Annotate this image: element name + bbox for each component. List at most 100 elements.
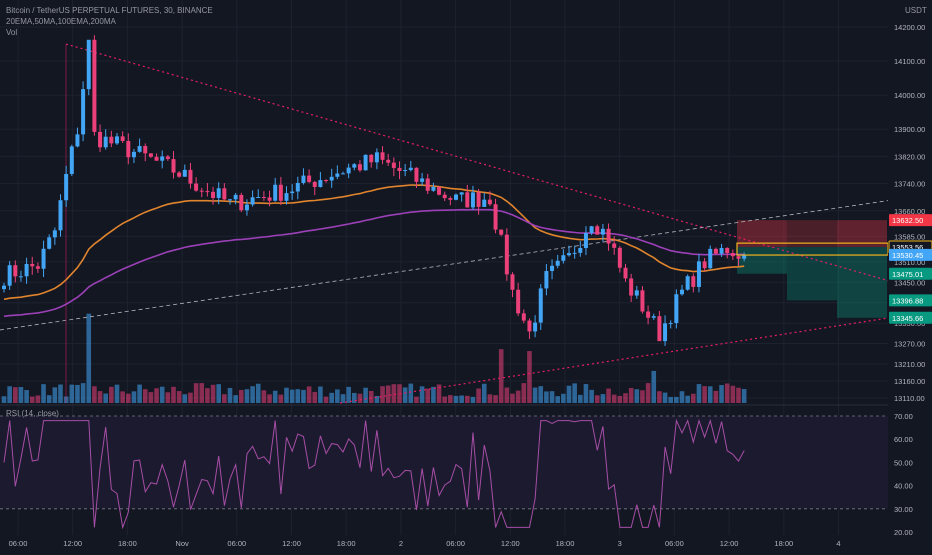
candle-body <box>228 199 232 201</box>
candle-body <box>341 173 345 175</box>
price-label-text: 13553.56 <box>892 243 923 252</box>
time-tick-label: 12:00 <box>720 539 739 548</box>
candle-body <box>516 289 521 314</box>
candle-body <box>504 234 509 275</box>
price-label-bg <box>889 294 932 307</box>
candle-body <box>329 176 334 181</box>
candle-body <box>154 156 159 161</box>
rsi-tick-label: 50.00 <box>894 458 913 467</box>
volume-bar <box>527 351 532 403</box>
candle-body <box>357 164 362 171</box>
candle-body <box>7 265 12 286</box>
volume-bar <box>459 395 464 403</box>
time-tick-label: 3 <box>618 539 622 548</box>
volume-bar <box>69 384 75 403</box>
candle-body <box>171 159 176 173</box>
candle-body <box>312 181 317 187</box>
time-tick-label: 06:00 <box>9 539 28 548</box>
candle-body <box>58 200 63 231</box>
trend-lines <box>0 43 889 404</box>
volume-bar <box>544 391 549 403</box>
volume-bar <box>493 395 498 403</box>
price-label-text: 13475.01 <box>892 270 923 279</box>
rsi-legend: RSI (14, close) <box>6 409 59 418</box>
time-tick-label: 06:00 <box>227 539 246 548</box>
candle-body <box>465 192 470 208</box>
currency-label: USDT <box>905 6 927 15</box>
volume-bar <box>572 383 577 403</box>
candle-body <box>346 167 351 174</box>
candle-body <box>301 175 306 183</box>
volume-bar <box>205 388 210 403</box>
candle-body <box>126 140 131 158</box>
volume-bar <box>453 395 459 403</box>
candle-body <box>696 261 701 287</box>
candle-body <box>736 256 741 259</box>
volume-bar <box>24 390 29 403</box>
time-tick-label: 06:00 <box>665 539 684 548</box>
candle-body <box>680 289 684 295</box>
volume-bar <box>640 390 645 403</box>
candle-body <box>600 228 605 235</box>
candle-body <box>448 198 453 200</box>
candle-body <box>612 243 617 248</box>
candle-body <box>250 197 255 205</box>
candle-body <box>318 180 323 187</box>
price-label-target: 13396.88 <box>889 294 932 307</box>
candles <box>2 35 747 346</box>
volume-bar <box>227 387 233 403</box>
volume-bar <box>448 395 453 403</box>
volume-bar <box>35 395 41 403</box>
time-tick-label: Nov <box>175 539 189 548</box>
volume-bar <box>272 390 278 403</box>
volume-bar <box>171 386 176 403</box>
candle-body <box>437 186 442 195</box>
candle-body <box>115 136 119 144</box>
volume-bar <box>188 392 193 403</box>
candle-body <box>482 199 487 207</box>
candle-body <box>233 194 238 200</box>
candle-body <box>273 184 278 201</box>
candle-body <box>730 253 735 257</box>
volume-bar <box>408 383 414 403</box>
candle-body <box>244 204 249 211</box>
candle-body <box>222 188 227 200</box>
volume-bar <box>97 391 103 403</box>
price-label-last: 13530.45 <box>889 248 932 261</box>
candle-body <box>403 170 408 172</box>
volume-bar <box>617 395 623 403</box>
candle-body <box>595 226 600 235</box>
volume-bar <box>199 383 205 403</box>
price-label-bg <box>889 214 932 227</box>
candle-body <box>420 178 425 182</box>
volume-bar <box>80 383 86 403</box>
volume-legend: Vol <box>6 28 18 37</box>
candle-body <box>2 285 6 290</box>
price-label-bg <box>889 267 932 280</box>
volume-bar <box>691 393 696 403</box>
target-zone <box>837 247 887 318</box>
volume-bar <box>589 389 594 403</box>
volume-bar <box>594 395 600 403</box>
volume-bar <box>702 386 707 403</box>
volume-bar <box>634 389 640 403</box>
candle-body <box>589 226 594 233</box>
candle-body <box>708 248 713 269</box>
candle-body <box>561 255 566 261</box>
volume-bar <box>176 391 182 403</box>
volume-bar <box>724 383 730 403</box>
symbol-title: Bitcoin / TetherUS PERPETUAL FUTURES, 30… <box>6 6 213 15</box>
candle-body <box>352 164 357 168</box>
volume-bar <box>295 389 301 403</box>
time-tick-label: 4 <box>836 539 840 548</box>
volume-bar <box>391 384 397 403</box>
volume-bar <box>126 393 131 403</box>
volume-bar <box>719 385 724 403</box>
candle-body <box>572 252 577 254</box>
volume-bar <box>1 396 7 403</box>
candle-body <box>369 154 374 163</box>
candle-body <box>442 194 447 199</box>
price-tick-label: 13660.00 <box>894 207 925 216</box>
